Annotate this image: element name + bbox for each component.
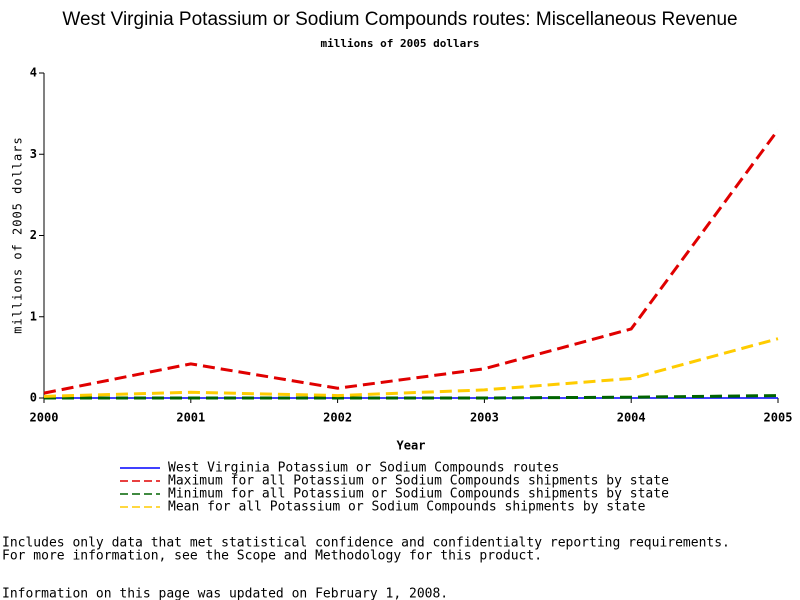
legend-label: West Virginia Potassium or Sodium Compou…	[168, 461, 559, 476]
series-line	[43, 337, 779, 398]
y-axis-label: millions of 2005 dollars	[11, 136, 25, 333]
x-tick-label: 2001	[176, 411, 205, 425]
legend-label: Maximum for all Potassium or Sodium Comp…	[168, 474, 669, 489]
note: For more information, see the Scope and …	[2, 549, 542, 564]
y-tick-label: 0	[30, 391, 37, 405]
x-tick-label: 2004	[617, 411, 646, 425]
chart-subtitle: millions of 2005 dollars	[321, 37, 480, 50]
legend-label: Mean for all Potassium or Sodium Compoun…	[168, 500, 646, 515]
x-tick-label: 2002	[323, 411, 352, 425]
y-tick-label: 3	[30, 147, 37, 161]
y-tick-label: 4	[30, 66, 37, 80]
x-tick-label: 2003	[470, 411, 499, 425]
x-axis-label: Year	[397, 439, 426, 453]
note: Includes only data that met statistical …	[2, 536, 730, 551]
series-line	[44, 394, 779, 400]
x-tick-label: 2000	[30, 411, 59, 425]
footer: Information on this page was updated on …	[2, 587, 448, 600]
x-tick-label: 2005	[764, 411, 793, 425]
legend-label: Minimum for all Potassium or Sodium Comp…	[168, 487, 669, 502]
y-tick-label: 2	[30, 228, 37, 242]
chart-title: West Virginia Potassium or Sodium Compou…	[62, 9, 737, 30]
series-line	[43, 128, 780, 395]
y-tick-label: 1	[30, 309, 37, 323]
